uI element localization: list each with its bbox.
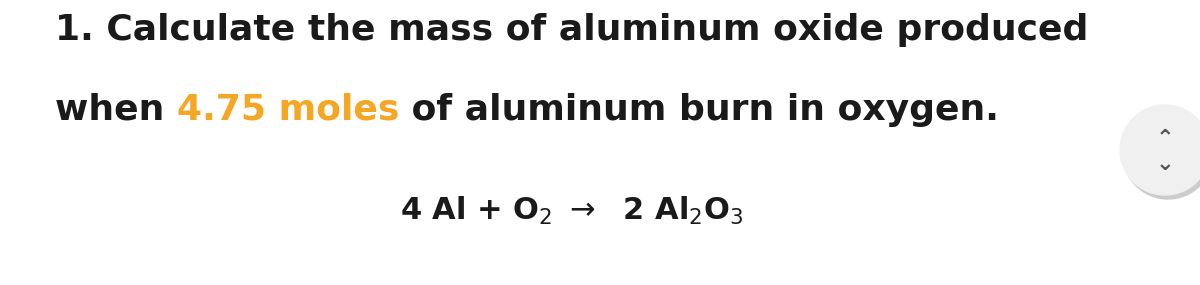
Text: ⌄: ⌄ — [1156, 154, 1175, 174]
Text: when: when — [55, 93, 178, 127]
Circle shape — [1120, 105, 1200, 195]
Text: of aluminum burn in oxygen.: of aluminum burn in oxygen. — [400, 93, 1000, 127]
Text: 4 Al + O$_2$ $\rightarrow$  2 Al$_2$O$_3$: 4 Al + O$_2$ $\rightarrow$ 2 Al$_2$O$_3$ — [400, 195, 744, 227]
Text: ⌃: ⌃ — [1156, 128, 1175, 148]
Text: 1. Calculate the mass of aluminum oxide produced: 1. Calculate the mass of aluminum oxide … — [55, 13, 1088, 47]
Circle shape — [1123, 109, 1200, 199]
Text: 4.75 moles: 4.75 moles — [178, 93, 400, 127]
